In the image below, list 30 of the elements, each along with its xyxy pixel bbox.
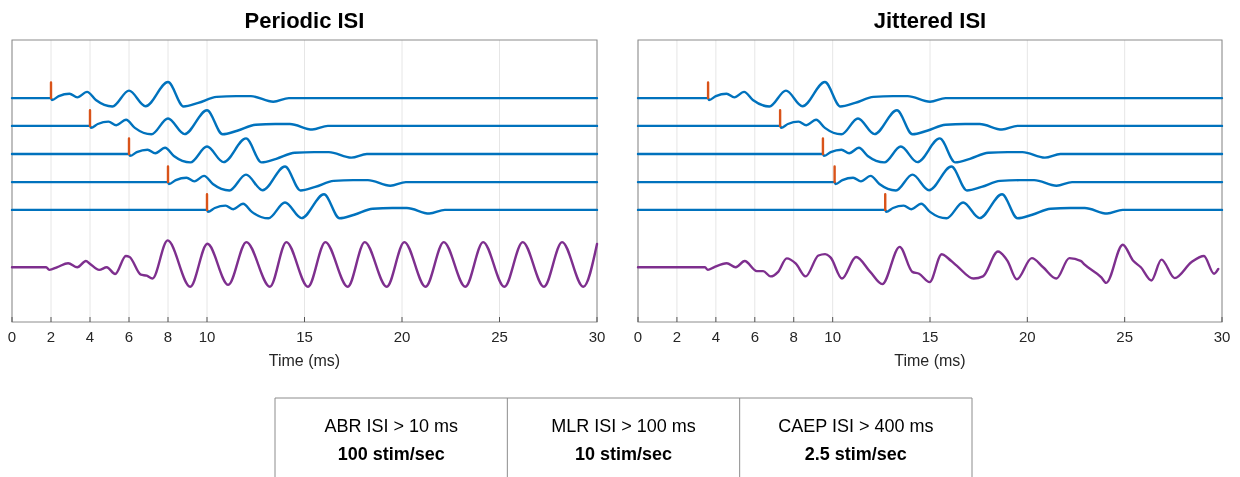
x-tick-label: 0 xyxy=(7,328,17,345)
x-tick-label: 20 xyxy=(393,328,411,345)
x-tick-label: 15 xyxy=(921,328,939,345)
x-tick-label: 8 xyxy=(163,328,173,345)
x-tick-label: 15 xyxy=(296,328,313,345)
text: 2.5 stim/sec xyxy=(804,444,907,464)
text: 100 stim/sec xyxy=(337,444,445,464)
x-tick-label: 25 xyxy=(1116,328,1134,345)
x-tick-label: 6 xyxy=(124,328,134,345)
x-axis-title: Time (ms) xyxy=(894,352,966,369)
x-tick-label: 10 xyxy=(198,328,216,345)
chart-title: Jittered ISI xyxy=(873,8,987,33)
text: CAEP ISI > 400 ms xyxy=(778,416,934,436)
x-axis-title: Time (ms) xyxy=(268,352,341,369)
x-tick-label: 10 xyxy=(824,328,842,345)
x-tick-label: 2 xyxy=(46,328,56,345)
x-tick-label: 20 xyxy=(1018,328,1036,345)
x-tick-label: 4 xyxy=(711,328,721,345)
text: ABR ISI > 10 ms xyxy=(324,416,458,436)
text: MLR ISI > 100 ms xyxy=(551,416,696,436)
x-tick-label: 4 xyxy=(85,328,95,345)
x-tick-label: 2 xyxy=(672,328,682,345)
text: 10 stim/sec xyxy=(574,444,673,464)
x-tick-label: 30 xyxy=(588,328,606,345)
chart-title: Periodic ISI xyxy=(244,8,365,33)
x-tick-label: 0 xyxy=(633,328,643,345)
x-tick-label: 6 xyxy=(750,328,759,345)
x-tick-label: 8 xyxy=(789,328,798,345)
x-tick-label: 30 xyxy=(1213,328,1231,345)
x-tick-label: 25 xyxy=(491,328,508,345)
